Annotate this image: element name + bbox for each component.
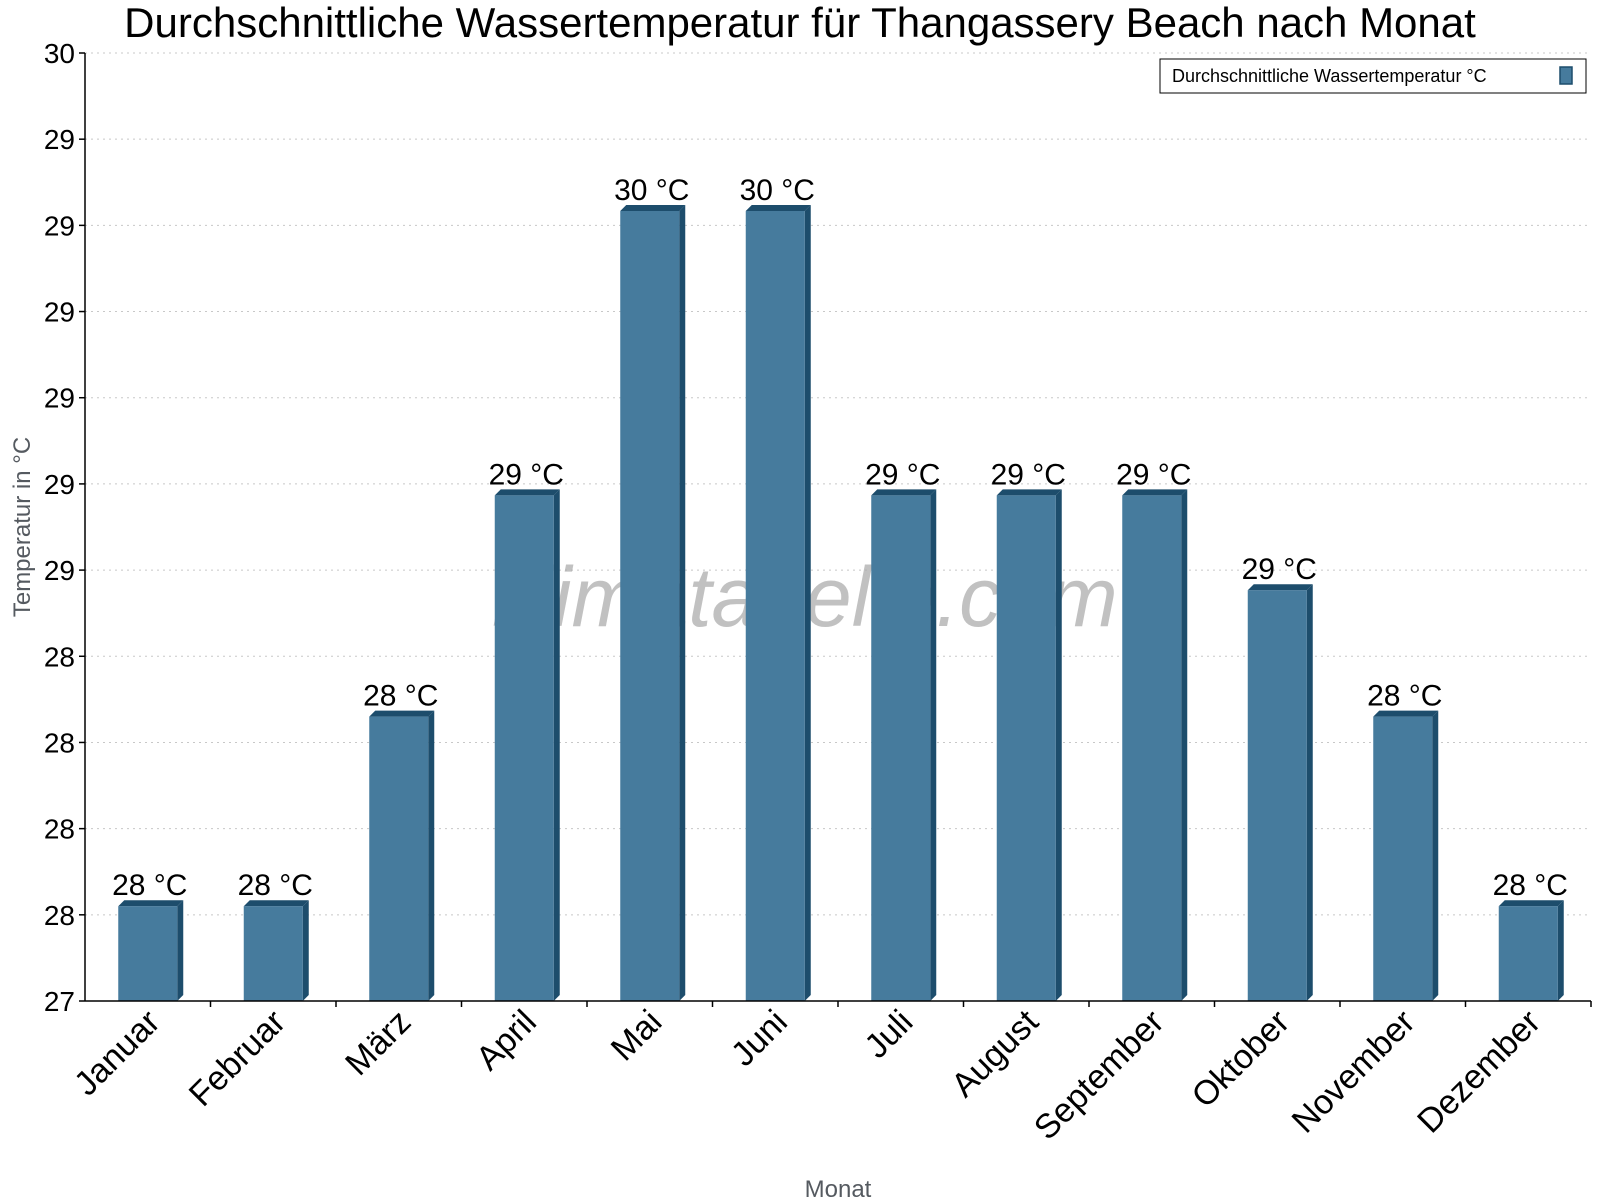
bar-side-face (1557, 900, 1564, 1001)
bar (996, 495, 1056, 1001)
y-tick-label: 28 (44, 727, 75, 758)
bar-side-face (553, 489, 560, 1001)
x-tick-label: Mai (604, 1003, 670, 1069)
bar-value-label: 30 °C (740, 174, 815, 207)
bar-top-face (620, 205, 686, 211)
bar-value-label: 28 °C (112, 869, 187, 902)
bar-top-face (745, 205, 811, 211)
bar-value-label: 28 °C (1493, 869, 1568, 902)
bar-value-label: 28 °C (1367, 680, 1442, 713)
y-tick-label: 27 (44, 986, 75, 1017)
bar (494, 495, 554, 1001)
x-tick-label: November (1285, 1003, 1423, 1141)
y-tick-label: 29 (44, 210, 75, 241)
bar-value-label: 29 °C (1242, 553, 1317, 586)
bar-top-face (369, 710, 435, 717)
bar-side-face (930, 489, 937, 1001)
bar-side-face (1055, 489, 1062, 1001)
bar (118, 906, 178, 1001)
bar-value-label: 28 °C (363, 680, 438, 713)
bar (1373, 716, 1433, 1001)
bar-value-label: 28 °C (238, 869, 313, 902)
bar-top-face (1122, 489, 1188, 496)
y-tick-label: 29 (44, 124, 75, 155)
x-tick-label: Juni (724, 1003, 795, 1074)
bar-top-face (243, 900, 309, 907)
x-tick-label: September (1027, 1003, 1171, 1147)
legend: Durchschnittliche Wassertemperatur °C (1159, 58, 1587, 94)
bars-layer: 28 °C 28 °C 28 °C 29 °C 30 °C 30 °C 29 °C 29 °C… (112, 174, 1568, 1001)
bar-top-face (996, 489, 1062, 496)
x-tick-label: Juli (857, 1003, 920, 1066)
y-tick-label: 29 (44, 555, 75, 586)
bar (243, 906, 303, 1001)
bar (1122, 495, 1182, 1001)
bar (871, 495, 931, 1001)
y-tick-label: 29 (44, 383, 75, 414)
bar-value-label: 29 °C (1116, 458, 1191, 491)
bar (369, 716, 429, 1001)
legend-swatch (1559, 66, 1573, 85)
y-tick-label: 30 (44, 38, 75, 69)
bar-side-face (1181, 489, 1188, 1001)
bar-top-face (871, 489, 937, 496)
bar (1247, 590, 1307, 1001)
bar-top-face (1498, 900, 1564, 907)
bar-value-label: 30 °C (614, 174, 689, 207)
bar (1498, 906, 1558, 1001)
bar-side-face (177, 900, 184, 1001)
bar-top-face (494, 489, 560, 496)
y-axis-title: Temperatur in °C (9, 437, 36, 617)
y-tick-label: 29 (44, 297, 75, 328)
bar-side-face (804, 205, 811, 1001)
bar-side-face (428, 710, 435, 1001)
x-axis-title: Monat (805, 1176, 872, 1200)
y-tick-label: 29 (44, 469, 75, 500)
bar-value-label: 29 °C (865, 458, 940, 491)
bar-top-face (1373, 710, 1439, 717)
y-tick-label: 28 (44, 641, 75, 672)
bar-value-label: 29 °C (991, 458, 1066, 491)
x-tick-label: Dezember (1410, 1003, 1548, 1141)
bar (745, 211, 805, 1001)
x-tick-label: Oktober (1185, 1003, 1297, 1115)
x-tick-label: Januar (67, 1003, 167, 1103)
y-tick-label: 28 (44, 814, 75, 845)
bar-side-face (302, 900, 309, 1001)
bar-side-face (1306, 584, 1313, 1001)
bar-value-label: 29 °C (489, 458, 564, 491)
legend-label: Durchschnittliche Wassertemperatur °C (1172, 66, 1487, 86)
x-tick-label: März (338, 1003, 418, 1083)
bar-side-face (1432, 710, 1439, 1001)
bar-side-face (679, 205, 686, 1001)
grid-layer (85, 52, 1591, 916)
y-tick-label: 28 (44, 900, 75, 931)
legend-box (1159, 58, 1587, 94)
bar-top-face (118, 900, 184, 907)
chart-title: Durchschnittliche Wassertemperatur für T… (124, 0, 1476, 46)
bar-top-face (1247, 584, 1313, 591)
x-tick-label: Februar (182, 1003, 293, 1114)
bar (620, 211, 680, 1001)
x-tick-label: August (944, 1002, 1046, 1104)
axes-layer (84, 53, 1591, 1002)
x-tick-label: April (469, 1003, 544, 1078)
